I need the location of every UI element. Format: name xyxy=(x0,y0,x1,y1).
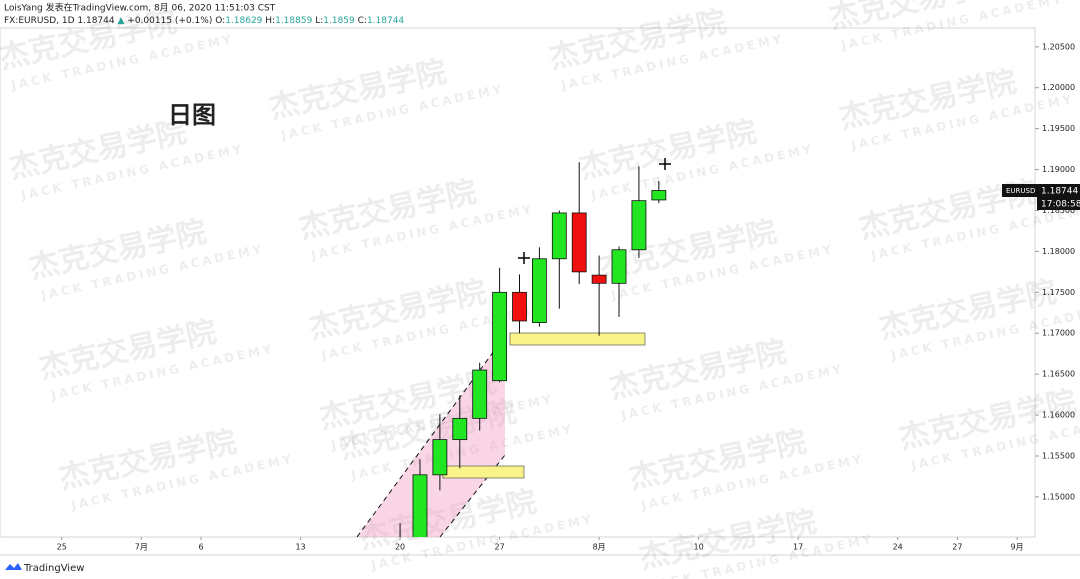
brand[interactable]: TradingView xyxy=(23,563,84,574)
x-tick-label: 24 xyxy=(893,543,903,552)
author-line: LoisYang 发表在TradingView.com, 8月 06, 2020… xyxy=(4,2,276,14)
candle xyxy=(399,523,401,537)
candle-body xyxy=(591,274,607,284)
candle-body xyxy=(571,212,587,273)
candle-body xyxy=(472,369,488,419)
price-tag-countdown: 17:08:58 xyxy=(1041,200,1080,210)
candle xyxy=(492,267,507,383)
candle xyxy=(591,255,607,336)
candle xyxy=(452,395,468,469)
y-tick-label: 1.18500 xyxy=(1042,206,1075,215)
brand-logo xyxy=(5,563,22,570)
y-tick-label: 1.15000 xyxy=(1042,492,1075,501)
y-tick-label: 1.19500 xyxy=(1042,124,1075,133)
legend-l: L: xyxy=(315,16,323,26)
legend-c-value: 1.18744 xyxy=(367,16,404,26)
x-tick-label: 9月 xyxy=(1011,543,1024,552)
y-tick-label: 1.15500 xyxy=(1042,451,1075,460)
y-tick-label: 1.17000 xyxy=(1042,329,1075,338)
legend-h: H: xyxy=(265,16,275,26)
candle-body xyxy=(651,190,667,201)
x-tick-label: 10 xyxy=(694,543,704,552)
candle-body xyxy=(492,291,507,382)
zone xyxy=(509,332,646,346)
price-tag-box xyxy=(1002,184,1044,197)
candle xyxy=(512,274,527,334)
x-tick-label: 27 xyxy=(952,543,962,552)
y-tick-label: 1.19000 xyxy=(1042,165,1075,174)
candle xyxy=(651,181,667,204)
candle-body xyxy=(412,474,428,537)
candle-body xyxy=(611,249,627,284)
legend-last: 1.18744 xyxy=(77,16,114,26)
price-tag-symbol: EURUSD xyxy=(1006,187,1035,195)
y-tick-label: 1.16000 xyxy=(1042,411,1075,420)
y-tick-label: 1.17500 xyxy=(1042,288,1075,297)
y-tick-label: 1.20000 xyxy=(1042,83,1075,92)
x-tick-label: 7月 xyxy=(135,543,148,552)
legend-h-value: 1.18859 xyxy=(275,16,312,26)
candle-body xyxy=(452,417,468,441)
candle-body xyxy=(532,258,547,323)
candle-body xyxy=(512,291,527,322)
x-tick-label: 13 xyxy=(295,543,305,552)
zone xyxy=(442,465,525,479)
candle xyxy=(551,210,567,309)
channel xyxy=(357,347,505,537)
candle-body xyxy=(631,200,647,251)
x-tick-label: 20 xyxy=(395,543,405,552)
candle xyxy=(631,166,647,258)
candle xyxy=(611,246,627,317)
candle-body xyxy=(432,439,448,476)
legend: FX:EURUSD, 1D 1.18744 ▲ +0.00115 (+0.1%)… xyxy=(4,16,404,26)
candle xyxy=(571,162,587,285)
channel-line xyxy=(356,346,498,538)
candle xyxy=(472,362,488,431)
legend-symbol: FX:EURUSD, 1D xyxy=(4,16,75,26)
y-tick-label: 1.18000 xyxy=(1042,247,1075,256)
legend-arrow: ▲ xyxy=(117,16,124,26)
candle xyxy=(432,414,448,491)
x-tick-label: 8月 xyxy=(593,543,606,552)
legend-o-value: 1.18629 xyxy=(225,16,262,26)
candle xyxy=(532,247,547,327)
legend-l-value: 1.1859 xyxy=(323,16,355,26)
price-tag-value: 1.18744 xyxy=(1041,187,1078,197)
legend-change: +0.00115 (+0.1%) xyxy=(127,16,212,26)
x-tick-label: 6 xyxy=(198,543,203,552)
x-tick-label: 17 xyxy=(793,543,803,552)
candle-body xyxy=(551,212,567,260)
price-tag xyxy=(1037,184,1080,210)
annotation: 日图 xyxy=(168,101,216,129)
legend-c: C: xyxy=(358,16,367,26)
y-tick-label: 1.20500 xyxy=(1042,42,1075,51)
x-tick-label: 25 xyxy=(57,543,67,552)
cross-marker xyxy=(518,158,671,264)
x-tick-label: 27 xyxy=(495,543,505,552)
legend-o: O: xyxy=(215,16,225,26)
y-tick-label: 1.16500 xyxy=(1042,370,1075,379)
plot-area xyxy=(0,27,1036,538)
candle xyxy=(412,459,428,537)
